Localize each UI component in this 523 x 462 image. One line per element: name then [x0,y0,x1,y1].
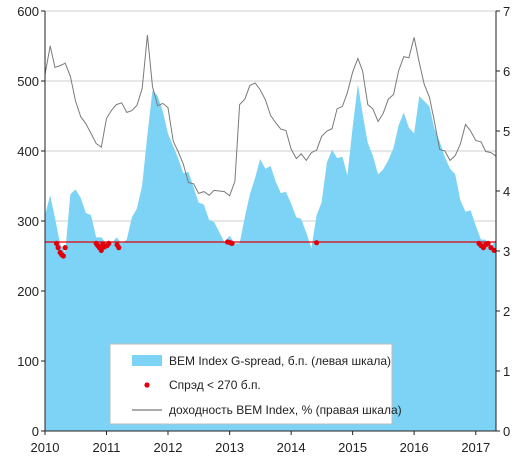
left-tick-label: 400 [17,144,39,159]
x-tick-label: 2014 [277,440,306,455]
yield-line-series [44,34,497,197]
spread-dot [106,240,112,246]
left-tick-label: 100 [17,354,39,369]
spread-dot [314,240,320,246]
spread-dot [229,240,235,246]
spread-dot [491,247,497,253]
left-tick-label: 600 [17,4,39,19]
right-tick-label: 2 [503,304,510,319]
axes [41,10,500,432]
x-tick-labels: 2010 2011 2012 2013 2014 2015 2016 2017 [31,431,490,455]
right-tick-label: 1 [503,364,510,379]
spread-dot [60,253,66,259]
left-y-tick-labels: 0 100 200 300 400 500 600 [17,4,39,439]
right-tick-label: 5 [503,124,510,139]
right-tick-label: 7 [503,4,510,19]
x-tick-label: 2010 [31,440,60,455]
left-tick-label: 300 [17,214,39,229]
left-tick-label: 500 [17,74,39,89]
yield-line [44,34,497,197]
legend: BEM Index G-spread, б.п. (левая шкала) Сп… [109,343,402,425]
spread-dot [55,245,61,251]
right-tick-label: 4 [503,184,510,199]
x-tick-label: 2013 [215,440,244,455]
spread-dot [62,245,68,251]
right-tick-label: 3 [503,244,510,259]
spread-dot [53,240,60,246]
legend-entry-label: доходность BEM Index, % (правая шкала) [169,403,402,417]
left-tick-label: 200 [17,284,39,299]
legend-swatch-area [132,355,162,366]
x-tick-label: 2016 [400,440,429,455]
x-tick-label: 2012 [154,440,183,455]
legend-entry-label: BEM Index G-spread, б.п. (левая шкала) [169,354,391,368]
left-tick-label: 0 [32,424,39,439]
spread-dot [485,240,491,246]
spread-below-270-dots [53,239,497,259]
spread-dot [116,245,122,251]
legend-entry-label: Спрэд < 270 б.п. [169,378,261,392]
legend-swatch-dot [144,382,150,388]
x-tick-label: 2017 [461,440,490,455]
right-tick-label: 6 [503,64,510,79]
right-y-tick-labels: 0 1 2 3 4 5 6 7 [503,4,510,439]
right-tick-label: 0 [503,424,510,439]
spread-dot [98,247,104,253]
x-tick-label: 2015 [338,440,367,455]
x-tick-label: 2011 [93,440,121,455]
